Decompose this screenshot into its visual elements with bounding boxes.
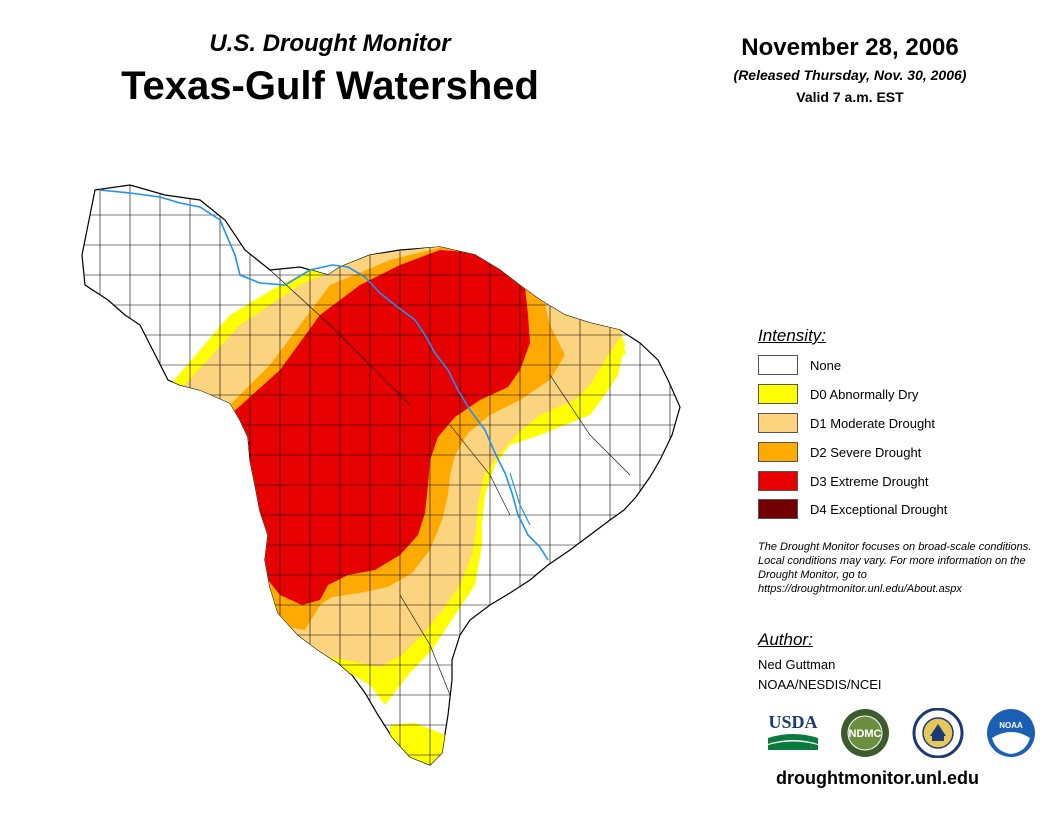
map-date: November 28, 2006	[741, 34, 959, 61]
legend-label: D0 Abnormally Dry	[810, 386, 919, 402]
legend-item-none: None	[758, 354, 841, 376]
release-date: (Released Thursday, Nov. 30, 2006)	[733, 67, 967, 83]
legend-swatch-d3	[758, 471, 798, 491]
commerce-seal-icon	[912, 708, 964, 758]
legend-swatch-d0	[758, 384, 798, 404]
legend-label: None	[810, 357, 842, 373]
river-red	[99, 189, 549, 561]
legend-label: D1 Moderate Drought	[810, 415, 936, 431]
river-sabine	[509, 472, 531, 526]
legend-item-d3: D3 Extreme Drought	[758, 470, 929, 492]
legend-title: Intensity:	[758, 326, 827, 345]
noaa-logo-icon: NOAA	[987, 709, 1035, 757]
map-subtitle: U.S. Drought Monitor	[209, 30, 451, 57]
noaa-logo-text: NOAA	[999, 721, 1023, 730]
usda-logo-icon: USDA	[768, 712, 818, 750]
legend-swatch-d4	[758, 499, 798, 519]
legend-item-d4: D4 Exceptional Drought	[758, 498, 947, 520]
legend-swatch-d2	[758, 442, 798, 462]
legend-label: D2 Severe Drought	[810, 444, 922, 460]
legend-label: D4 Exceptional Drought	[810, 501, 948, 517]
legend-swatch-none	[758, 355, 798, 375]
map-title: Texas-Gulf Watershed	[121, 64, 539, 108]
ndmc-logo-icon: NDMC	[841, 709, 889, 757]
info-note: The Drought Monitor focuses on broad-sca…	[758, 541, 1032, 595]
author-heading: Author:	[758, 630, 813, 649]
watershed-map	[81, 184, 681, 766]
usda-logo-text: USDA	[768, 712, 817, 732]
legend-item-d0: D0 Abnormally Dry	[758, 383, 918, 405]
author-name: Ned Guttman	[758, 657, 836, 672]
valid-time: Valid 7 a.m. EST	[796, 89, 904, 105]
legend-item-d1: D1 Moderate Drought	[758, 412, 935, 434]
ndmc-logo-text: NDMC	[849, 728, 882, 740]
legend-swatch-d1	[758, 413, 798, 433]
author-org: NOAA/NESDIS/NCEI	[758, 677, 882, 692]
legend-item-d2: D2 Severe Drought	[758, 441, 921, 463]
legend-label: D3 Extreme Drought	[810, 473, 929, 489]
drought-area-d3	[230, 250, 530, 605]
footer-url[interactable]: droughtmonitor.unl.edu	[776, 768, 979, 788]
